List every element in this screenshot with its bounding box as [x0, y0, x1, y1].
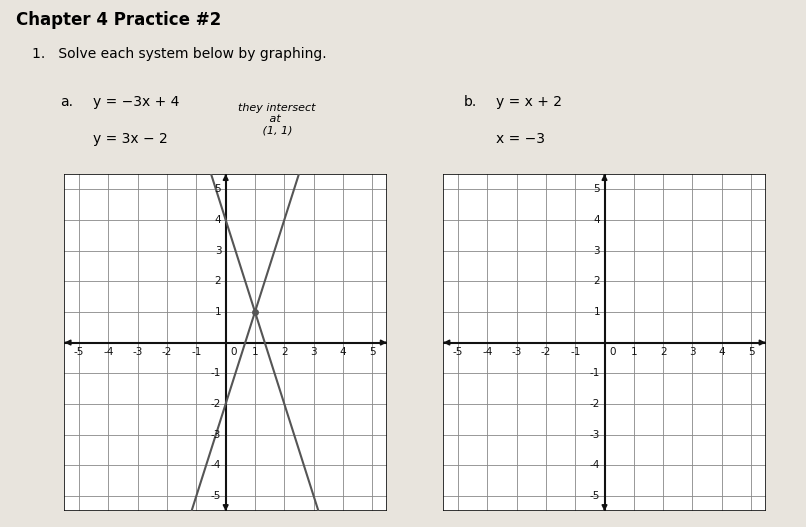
Text: -3: -3	[511, 347, 521, 357]
Text: -1: -1	[191, 347, 202, 357]
Text: y = −3x + 4: y = −3x + 4	[93, 95, 179, 109]
Text: 1: 1	[251, 347, 258, 357]
Text: 0: 0	[230, 347, 237, 357]
Text: 0: 0	[609, 347, 616, 357]
Text: 4: 4	[339, 347, 347, 357]
Text: 1: 1	[593, 307, 600, 317]
Text: y = 3x − 2: y = 3x − 2	[93, 132, 168, 146]
Text: -2: -2	[162, 347, 172, 357]
Text: y = x + 2: y = x + 2	[496, 95, 562, 109]
Text: b.: b.	[463, 95, 476, 109]
Text: -1: -1	[590, 368, 600, 378]
Text: 3: 3	[310, 347, 317, 357]
Text: -5: -5	[74, 347, 85, 357]
Text: 5: 5	[748, 347, 754, 357]
Text: -3: -3	[211, 430, 222, 440]
Text: -4: -4	[482, 347, 492, 357]
Text: 2: 2	[660, 347, 667, 357]
Text: 5: 5	[214, 184, 222, 194]
Text: 4: 4	[593, 215, 600, 225]
Text: -3: -3	[590, 430, 600, 440]
Text: a.: a.	[60, 95, 73, 109]
Text: Chapter 4 Practice #2: Chapter 4 Practice #2	[16, 11, 222, 28]
Text: -5: -5	[453, 347, 463, 357]
Text: -1: -1	[211, 368, 222, 378]
Text: -2: -2	[541, 347, 551, 357]
Text: -4: -4	[211, 460, 222, 470]
Text: they intersect
         at
       (1, 1): they intersect at (1, 1)	[238, 103, 315, 136]
Text: -4: -4	[103, 347, 114, 357]
Text: 3: 3	[689, 347, 696, 357]
Text: -2: -2	[590, 399, 600, 409]
Text: 1: 1	[630, 347, 637, 357]
Text: -5: -5	[590, 491, 600, 501]
Text: 2: 2	[281, 347, 288, 357]
Text: -1: -1	[570, 347, 580, 357]
Text: -2: -2	[211, 399, 222, 409]
Text: x = −3: x = −3	[496, 132, 545, 146]
Text: 4: 4	[214, 215, 222, 225]
Text: 2: 2	[214, 276, 222, 286]
Text: 3: 3	[214, 246, 222, 256]
Text: 4: 4	[718, 347, 725, 357]
Text: 3: 3	[593, 246, 600, 256]
Text: -4: -4	[590, 460, 600, 470]
Text: 5: 5	[593, 184, 600, 194]
Text: 1.   Solve each system below by graphing.: 1. Solve each system below by graphing.	[32, 47, 327, 62]
Text: 1: 1	[214, 307, 222, 317]
Text: -5: -5	[211, 491, 222, 501]
Text: 5: 5	[369, 347, 376, 357]
Text: 2: 2	[593, 276, 600, 286]
Text: -3: -3	[132, 347, 143, 357]
